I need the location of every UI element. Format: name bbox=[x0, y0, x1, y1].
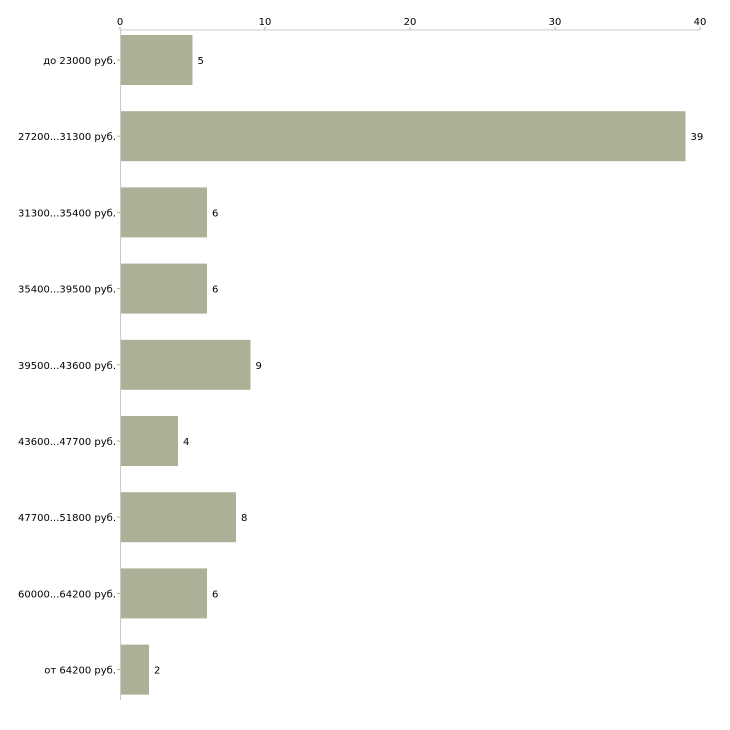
data-label: 8 bbox=[241, 513, 247, 524]
data-label: 9 bbox=[256, 361, 262, 372]
category-label: 27200...31300 руб. bbox=[18, 132, 116, 143]
bar bbox=[121, 111, 686, 162]
category-label: от 64200 руб. bbox=[44, 666, 116, 677]
category-label: 60000...64200 руб. bbox=[18, 589, 116, 600]
x-tick-label: 10 bbox=[259, 17, 272, 28]
data-label: 6 bbox=[212, 208, 218, 219]
bar bbox=[121, 568, 207, 619]
category-label: 43600...47700 руб. bbox=[18, 437, 116, 448]
data-label: 2 bbox=[154, 666, 160, 677]
category-label: 47700...51800 руб. bbox=[18, 513, 116, 524]
data-label: 39 bbox=[691, 132, 704, 143]
bar bbox=[121, 416, 178, 466]
data-label: 6 bbox=[212, 589, 218, 600]
data-label: 4 bbox=[183, 437, 189, 448]
bar bbox=[121, 492, 236, 543]
category-label: 35400...39500 руб. bbox=[18, 285, 116, 296]
x-tick-label: 0 bbox=[117, 17, 123, 28]
data-label: 6 bbox=[212, 285, 218, 296]
bar bbox=[121, 35, 193, 85]
x-tick-label: 20 bbox=[404, 17, 417, 28]
data-label: 5 bbox=[198, 56, 204, 67]
bar bbox=[121, 187, 207, 238]
category-label: 39500...43600 руб. bbox=[18, 361, 116, 372]
bar bbox=[121, 339, 251, 390]
x-tick-label: 40 bbox=[694, 17, 707, 28]
x-tick-label: 30 bbox=[549, 17, 562, 28]
category-label: до 23000 руб. bbox=[43, 56, 116, 67]
bar bbox=[121, 644, 149, 695]
bar bbox=[121, 263, 207, 314]
category-label: 31300...35400 руб. bbox=[18, 208, 116, 219]
